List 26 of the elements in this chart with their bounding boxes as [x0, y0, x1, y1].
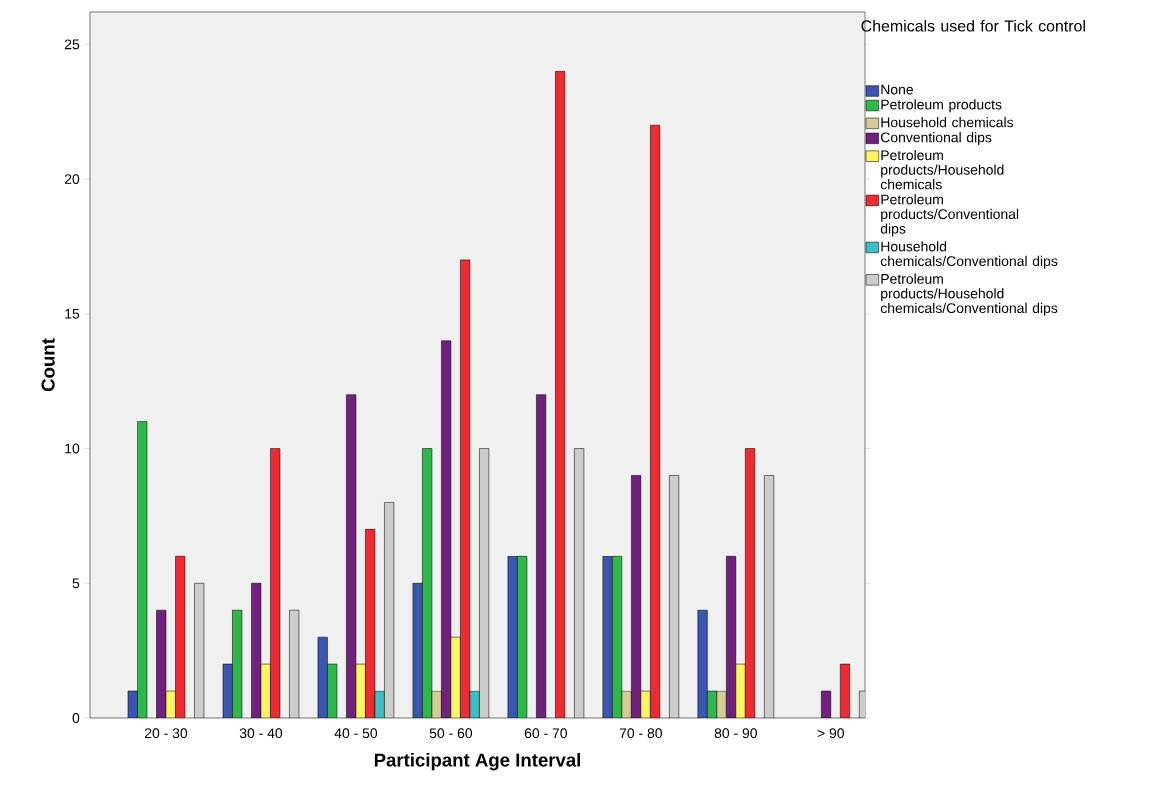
- x-tick-label: 60 - 70: [524, 728, 568, 739]
- legend-label: Household chemicals: [881, 117, 1014, 128]
- legend-label: Household chemicals/Conventional dips: [880, 241, 1058, 269]
- x-tick-label: 50 - 60: [429, 728, 473, 739]
- legend-label: Petroleum products/Household chemicals/Conventional dips: [880, 273, 1058, 316]
- bar: [735, 663, 746, 718]
- legend-label: Petroleum products: [881, 99, 1002, 113]
- y-tick-label: 20: [64, 174, 80, 185]
- x-tick-label: 80 - 90: [714, 728, 757, 739]
- x-tick-label: 20 - 30: [144, 728, 188, 739]
- x-tick-label: 30 - 40: [239, 728, 283, 739]
- x-tick-label: > 90: [817, 728, 845, 739]
- y-axis-title: Count: [41, 338, 55, 392]
- legend-title: Chemicals used for Tick control: [861, 19, 1085, 32]
- legend-label: Petroleum products/Conventional dips: [880, 194, 1019, 237]
- x-tick-label: 40 - 50: [334, 728, 378, 739]
- x-tick-label: 70 - 80: [619, 728, 663, 739]
- y-tick-label: 10: [65, 443, 80, 454]
- y-tick-label: 0: [72, 713, 80, 723]
- x-axis-title: Participant Age Interval: [374, 752, 581, 771]
- legend-label: None: [881, 84, 913, 95]
- y-tick-label: 25: [64, 39, 80, 50]
- y-tick-label: 5: [72, 578, 80, 589]
- y-tick-label: 15: [65, 308, 80, 319]
- legend-label: Conventional dips: [880, 132, 992, 146]
- legend-label: Petroleum products/Household chemicals: [880, 149, 1004, 190]
